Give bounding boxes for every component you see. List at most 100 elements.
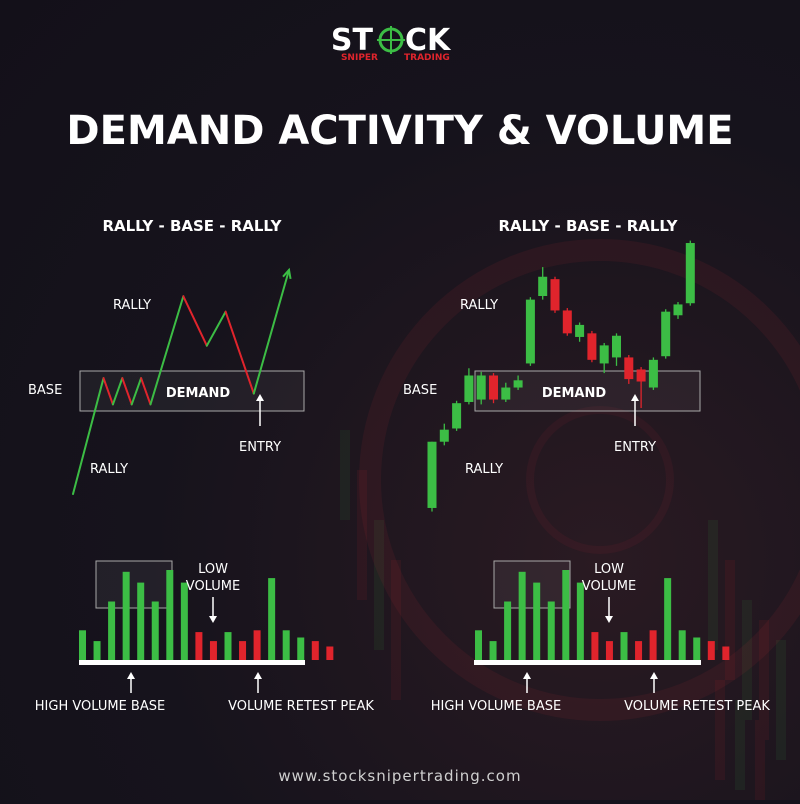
candle-body — [599, 345, 609, 364]
volume-baseline — [474, 660, 701, 665]
brand-tag-left: SNIPER — [341, 53, 378, 63]
volume-bar — [475, 630, 482, 660]
candle-body — [562, 310, 572, 334]
high-volume-base-label: HIGH VOLUME BASE — [431, 699, 561, 714]
page-title: DEMAND ACTIVITY & VOLUME — [66, 108, 733, 154]
low-volume-label-line1: LOW — [594, 562, 624, 577]
volume-retest-peak-label: VOLUME RETEST PEAK — [228, 699, 374, 714]
price-segment — [224, 310, 255, 395]
volume-bar — [79, 630, 86, 660]
price-segment — [111, 377, 124, 406]
high-volume-base-label: HIGH VOLUME BASE — [35, 699, 165, 714]
candle-body — [624, 357, 634, 380]
background-candle — [340, 430, 350, 520]
volume-bar — [693, 637, 701, 660]
price-segment — [72, 377, 105, 495]
background-candle — [735, 700, 745, 790]
price-segment — [130, 377, 143, 406]
candle-body — [439, 429, 449, 442]
background-decoration — [340, 430, 786, 800]
volume-bar — [137, 582, 145, 660]
price-segment — [102, 377, 114, 406]
base-label: BASE — [403, 383, 437, 398]
candle-body — [513, 380, 523, 388]
candle-body — [464, 375, 474, 402]
high-volume-box — [95, 560, 173, 609]
brand-name-right: CK — [405, 23, 452, 58]
rally-bottom-label: RALLY — [465, 462, 503, 477]
volume-bar — [108, 601, 116, 660]
price-segment — [121, 377, 133, 406]
background-candle — [391, 560, 401, 700]
candle-body — [550, 279, 560, 311]
low-volume-label-line2: VOLUME — [582, 579, 636, 594]
candle-body — [673, 304, 683, 316]
background-candle — [374, 520, 384, 650]
candle-body — [636, 369, 646, 382]
target-watermark-inner — [526, 406, 674, 554]
volume-bar — [209, 641, 217, 660]
target-watermark — [359, 239, 800, 721]
volume-bar — [489, 641, 497, 660]
demand-label: DEMAND — [542, 386, 607, 401]
rally-top-label: RALLY — [113, 298, 151, 313]
volume-bar — [224, 632, 232, 660]
background-candle — [725, 560, 735, 680]
volume-bar — [649, 630, 657, 660]
entry-label: ENTRY — [239, 440, 281, 455]
volume-bar — [122, 571, 130, 660]
volume-bar — [722, 646, 730, 660]
volume-bar — [620, 632, 628, 660]
background-candle — [708, 520, 718, 650]
volume-bar — [326, 646, 334, 660]
high-volume-box — [493, 560, 571, 609]
volume-left: LOW VOLUME HIGH VOLUME BASE VOLUME RETES… — [35, 560, 374, 714]
volume-right: LOW VOLUME HIGH VOLUME BASE VOLUME RETES… — [431, 560, 770, 714]
candle-body — [661, 311, 671, 357]
volume-bar — [93, 641, 101, 660]
price-segment — [252, 269, 290, 395]
right-subtitle: RALLY - BASE - RALLY — [498, 217, 678, 235]
candle-body — [612, 335, 621, 358]
volume-bar — [268, 578, 276, 660]
volume-bar — [605, 641, 613, 660]
volume-bar — [664, 578, 672, 660]
volume-bars — [475, 570, 730, 660]
volume-bar — [562, 570, 570, 660]
base-label: BASE — [28, 383, 62, 398]
volume-bar — [180, 582, 188, 660]
candle-body — [525, 299, 535, 364]
candle-body — [452, 403, 462, 429]
price-path — [72, 267, 292, 495]
background-candle — [776, 640, 786, 760]
right-panel: RALLY - BASE - RALLY DEMAND BASE RALLY R… — [403, 217, 701, 512]
volume-bar — [707, 641, 715, 660]
rally-top-label: RALLY — [460, 298, 498, 313]
volume-bar — [518, 571, 526, 660]
volume-bar — [678, 630, 686, 660]
price-segment — [182, 295, 208, 347]
candle-body — [427, 441, 437, 508]
brand-tag-right: TRADING — [404, 53, 450, 63]
volume-bar — [239, 641, 247, 660]
volume-bar — [282, 630, 290, 660]
left-subtitle: RALLY - BASE - RALLY — [102, 217, 282, 235]
volume-bar — [635, 641, 643, 660]
volume-bar — [166, 570, 174, 660]
price-segment — [205, 310, 227, 347]
volume-baseline — [79, 660, 305, 665]
volume-bar — [311, 641, 319, 660]
volume-bar — [547, 601, 555, 660]
candle-body — [476, 375, 486, 400]
demand-label: DEMAND — [166, 386, 231, 401]
volume-bar — [297, 637, 305, 660]
volume-bar — [151, 601, 159, 660]
volume-bar — [533, 582, 541, 660]
volume-retest-peak-label: VOLUME RETEST PEAK — [624, 699, 770, 714]
background-candle — [759, 620, 769, 740]
entry-label: ENTRY — [614, 440, 656, 455]
rally-bottom-label: RALLY — [90, 462, 128, 477]
price-arrowhead — [282, 267, 292, 280]
volume-bar — [591, 632, 599, 660]
